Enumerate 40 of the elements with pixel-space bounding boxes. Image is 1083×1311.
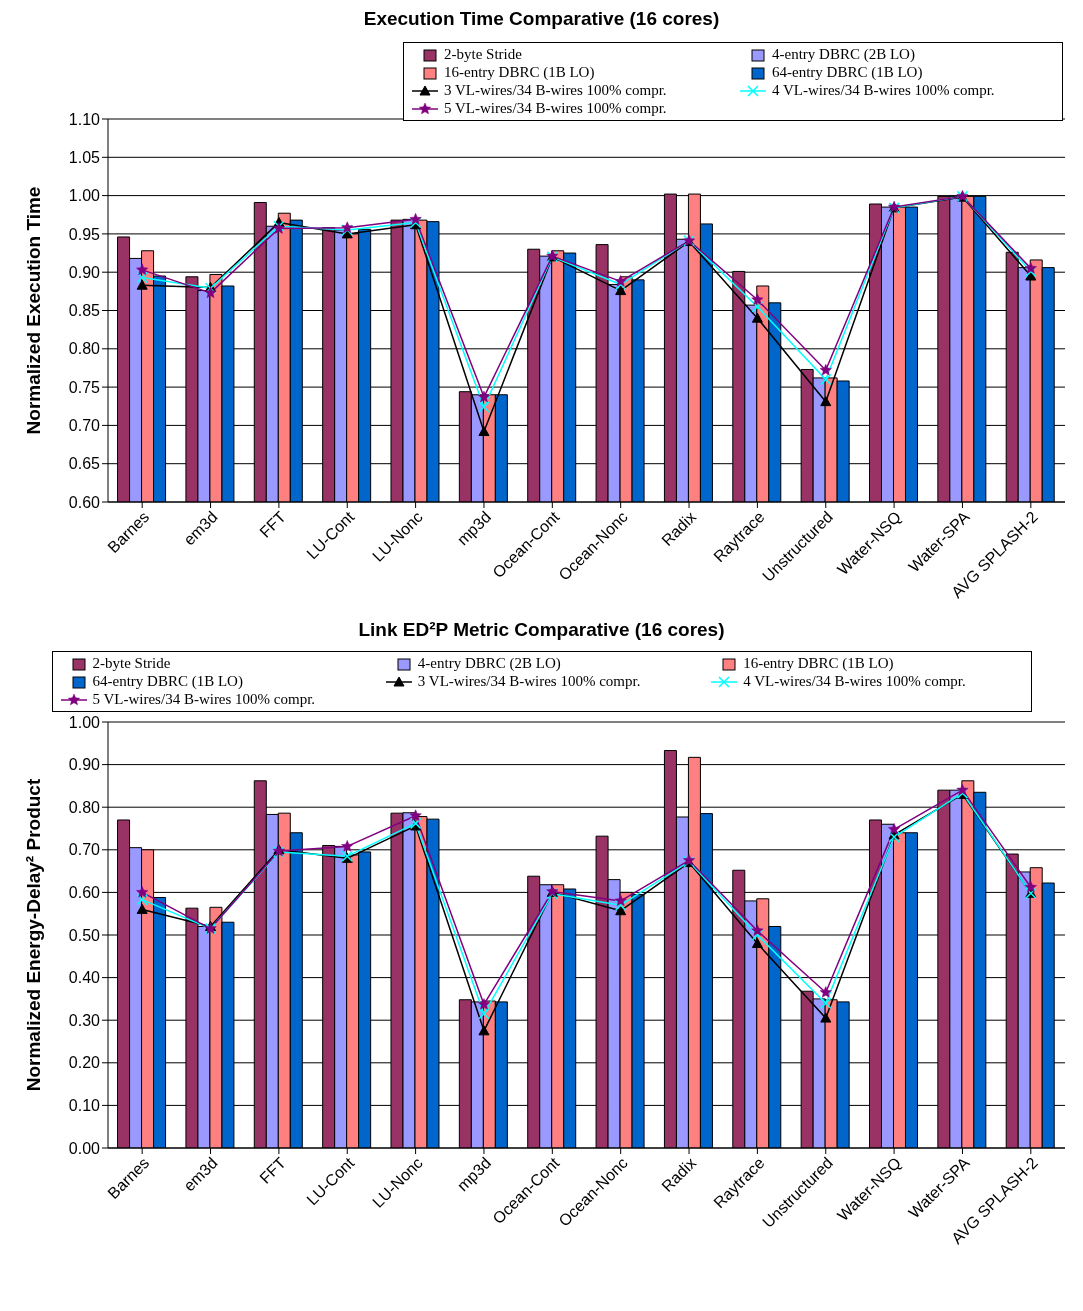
y-tick-label: 0.60 [68,493,101,511]
y-tick-label: 0.75 [68,378,101,396]
y-tick-label: 0.30 [68,1011,101,1029]
legend-label: 2-byte Stride [92,655,171,672]
legend-label: 3 VL-wires/34 B-wires 100% compr. [444,82,667,99]
y-tick-label: 0.60 [68,884,101,902]
y-axis-title: Normalized Execution Time [22,186,44,435]
legend-label: 16-entry DBRC (1B LO) [444,64,595,81]
legend-label: 3 VL-wires/34 B-wires 100% compr. [417,673,641,690]
y-tick-label: 1.10 [68,110,101,128]
y-tick-label: 0.40 [68,969,101,987]
y-tick-label: 0.80 [68,340,101,358]
y-tick-label: 0.65 [68,455,101,473]
legend-label: 4 VL-wires/34 B-wires 100% compr. [772,82,995,99]
y-tick-label: 0.70 [68,841,101,859]
y-tick-label: 0.95 [68,225,101,243]
chart-title: Link ED²P Metric Comparative (16 cores) [357,619,726,641]
y-axis-title: Normalized Energy-Delay² Product [22,778,44,1092]
y-tick-label: 0.85 [68,302,101,320]
y-tick-label: 1.00 [68,713,101,731]
y-tick-label: 0.70 [68,417,101,435]
y-tick-label: 1.05 [68,148,101,166]
y-tick-label: 0.20 [68,1054,101,1072]
y-tick-label: 0.90 [68,263,101,281]
legend-label: 4-entry DBRC (2B LO) [417,655,561,672]
legend-label: 2-byte Stride [444,46,522,63]
y-tick-label: 1.00 [68,187,101,205]
y-tick-label: 0.50 [68,926,101,944]
y-tick-label: 0.90 [68,756,101,774]
legend-label: 4-entry DBRC (2B LO) [772,46,915,63]
legend-label: 4 VL-wires/34 B-wires 100% compr. [743,673,966,690]
y-tick-label: 0.80 [68,798,101,816]
y-tick-label: 0.00 [68,1139,101,1157]
legend-label: 16-entry DBRC (1B LO) [743,655,894,672]
legend-label: 64-entry DBRC (1B LO) [92,673,243,690]
y-tick-label: 0.10 [68,1097,101,1115]
legend-label: 5 VL-wires/34 B-wires 100% compr. [92,691,316,708]
chart-title: Execution Time Comparative (16 cores) [362,8,721,30]
legend-label: 64-entry DBRC (1B LO) [772,64,923,81]
legend-label: 5 VL-wires/34 B-wires 100% compr. [444,100,667,117]
